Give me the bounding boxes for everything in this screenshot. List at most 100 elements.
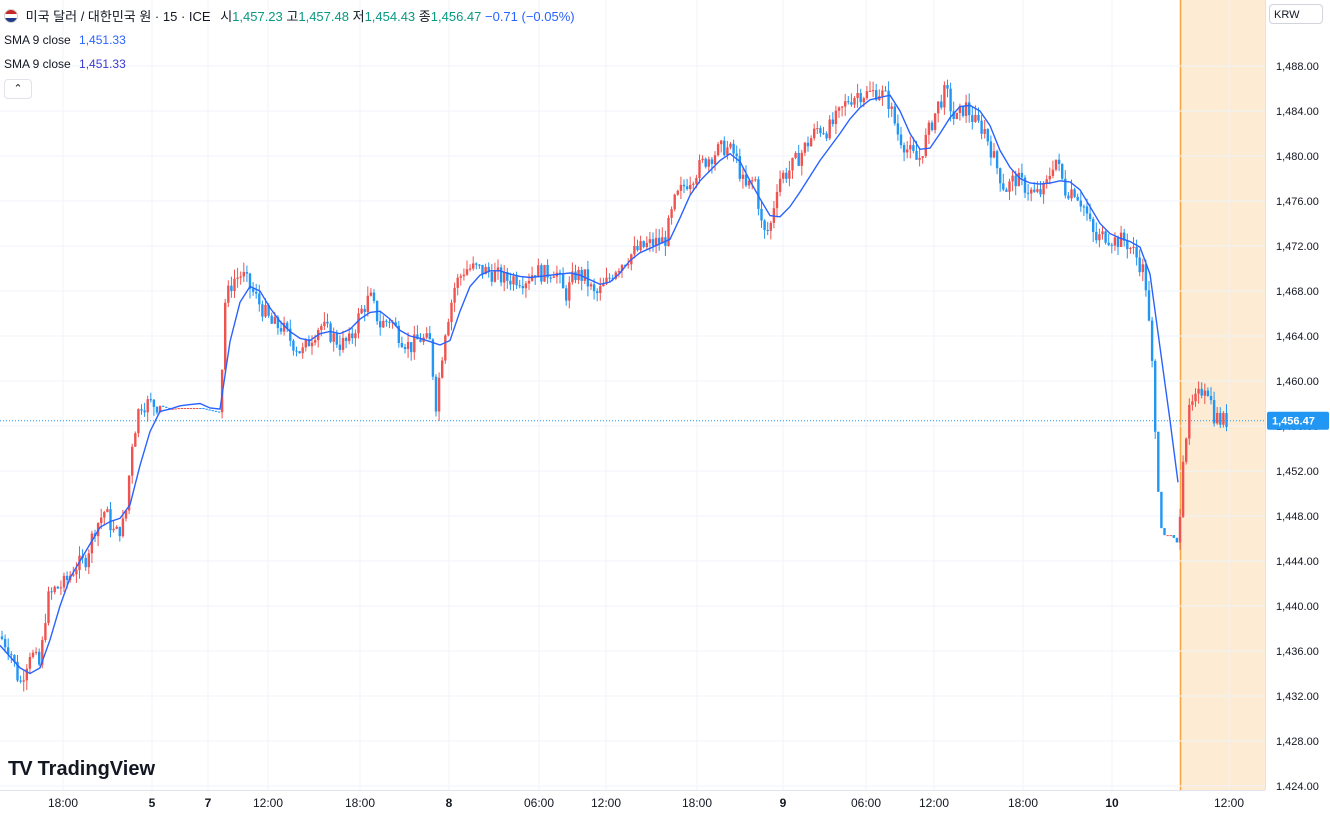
- currency-selector[interactable]: KRW: [1269, 4, 1323, 24]
- price-tick-label: 1,480.00: [1276, 151, 1319, 163]
- candle-body: [115, 526, 118, 529]
- candle-body: [654, 237, 658, 246]
- candle-body: [289, 328, 292, 341]
- candle-body: [75, 569, 78, 575]
- candle-body: [34, 651, 38, 653]
- indicator-legend-2[interactable]: SMA 9 close 1,451.33: [4, 57, 126, 71]
- candle-body: [713, 155, 717, 165]
- candle-body: [955, 112, 958, 120]
- candle-body: [1104, 231, 1107, 243]
- close-label: 종: [418, 9, 431, 24]
- candle-body: [540, 265, 543, 282]
- candle-body: [875, 90, 878, 100]
- candle-body: [267, 304, 270, 316]
- candle-body: [1116, 237, 1120, 247]
- candle-body: [763, 220, 766, 231]
- candle-body: [1126, 240, 1129, 250]
- candle-body: [50, 591, 53, 593]
- candle-body: [592, 284, 596, 292]
- candle-body: [741, 174, 745, 179]
- candle-body: [949, 88, 952, 112]
- price-tick-label: 1,432.00: [1276, 691, 1319, 703]
- candle-body: [425, 333, 428, 338]
- candle-body: [726, 147, 729, 156]
- candle-body: [1092, 219, 1095, 233]
- candle-body: [19, 680, 22, 682]
- candle-body: [778, 178, 782, 193]
- time-tick-label: 18:00: [48, 796, 78, 810]
- candle-body: [1144, 264, 1148, 291]
- collapse-legend-button[interactable]: ⌃: [4, 79, 32, 99]
- indicator-label: SMA 9 close: [4, 33, 71, 47]
- tradingview-logo[interactable]: TV TradingView: [8, 758, 155, 781]
- candle-body: [1129, 247, 1132, 250]
- time-axis[interactable]: 18:00 5 7 12:00 18:00 8 06:00 12:00 18:00 9 06:00 1…: [0, 790, 1265, 813]
- price-tick-label: 1,460.00: [1276, 376, 1319, 388]
- time-tick-label: 8: [446, 796, 453, 810]
- candle-body: [512, 276, 515, 285]
- candle-body: [1048, 175, 1051, 180]
- candle-body: [261, 304, 264, 317]
- candle-body: [1042, 183, 1045, 195]
- candle-body: [704, 158, 707, 167]
- candle-body: [977, 115, 980, 121]
- candle-body: [1197, 388, 1200, 394]
- change-value: −0.71 (−0.05%): [485, 9, 575, 24]
- candle-body: [1163, 528, 1166, 536]
- candle-body: [152, 399, 156, 407]
- candle-body: [974, 115, 977, 122]
- symbol-legend[interactable]: 미국 달러 / 대한민국 원 · 15 · ICE 시1,457.23 고1,4…: [4, 6, 575, 25]
- candle-body: [797, 152, 800, 166]
- low-value: 1,454.43: [364, 9, 416, 24]
- candle-body: [155, 406, 159, 413]
- candle-body: [912, 145, 915, 151]
- session-highlight: [1180, 0, 1265, 790]
- candle-body: [59, 587, 63, 589]
- candle-body: [53, 586, 56, 593]
- price-axis[interactable]: 1,488.00 1,484.00 1,480.00 1,476.00 1,472.00…: [1265, 0, 1330, 790]
- chart-area[interactable]: 미국 달러 / 대한민국 원 · 15 · ICE 시1,457.23 고1,4…: [0, 0, 1265, 790]
- candle-body: [1098, 234, 1101, 241]
- candle-body: [964, 102, 968, 116]
- candle-body: [927, 122, 931, 135]
- candle-body: [264, 304, 267, 317]
- candle-body: [921, 156, 924, 158]
- candle-body: [301, 347, 304, 354]
- candle-body: [205, 408, 208, 410]
- candle-body: [276, 317, 280, 329]
- time-tick-label: 18:00: [1008, 796, 1038, 810]
- candle-body: [1200, 388, 1203, 396]
- candle-body: [930, 122, 934, 130]
- time-tick-label: 12:00: [253, 796, 283, 810]
- candle-body: [400, 342, 404, 348]
- candle-body: [850, 102, 853, 105]
- candle-body: [775, 192, 779, 209]
- candle-body: [1225, 413, 1228, 427]
- price-tick-label: 1,448.00: [1276, 511, 1319, 523]
- price-tick-label: 1,428.00: [1276, 736, 1319, 748]
- candle-body: [1154, 360, 1157, 432]
- symbol-title[interactable]: 미국 달러 / 대한민국 원 · 15 · ICE: [25, 9, 211, 24]
- candle-body: [1085, 206, 1089, 214]
- candle-body: [633, 245, 636, 255]
- candle-body: [360, 308, 363, 314]
- candle-body: [211, 410, 214, 412]
- candle-body: [1222, 413, 1225, 425]
- candle-body: [372, 292, 376, 301]
- candle-body: [614, 272, 617, 279]
- candle-body: [382, 320, 385, 328]
- candle-body: [146, 399, 149, 413]
- candle-body: [385, 320, 388, 322]
- candle-body: [809, 138, 813, 147]
- last-price-badge: [1267, 411, 1329, 430]
- candle-body: [1076, 196, 1079, 201]
- price-chart[interactable]: [0, 0, 1265, 790]
- candle-body: [549, 277, 552, 279]
- candle-body: [298, 351, 301, 354]
- candle-body: [828, 119, 831, 139]
- candle-body: [329, 323, 332, 342]
- indicator-legend-1[interactable]: SMA 9 close 1,451.33: [4, 33, 126, 47]
- candle-body: [366, 295, 369, 313]
- candle-body: [270, 315, 273, 324]
- candle-body: [1219, 412, 1222, 425]
